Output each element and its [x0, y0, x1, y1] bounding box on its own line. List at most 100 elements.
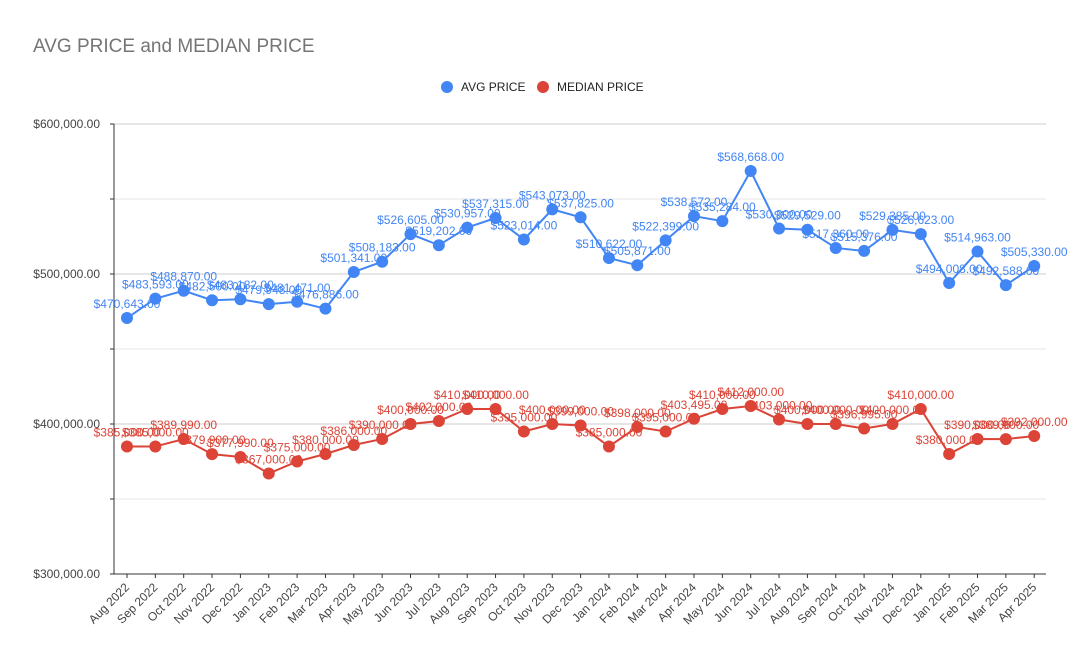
data-point-median-price[interactable] [234, 451, 247, 464]
data-point-avg-price[interactable] [461, 221, 474, 234]
data-point-avg-price[interactable] [801, 223, 814, 236]
data-point-avg-price[interactable] [376, 255, 389, 268]
data-label-median-price: $410,000.00 [434, 388, 501, 402]
data-point-avg-price[interactable] [858, 244, 871, 257]
data-point-median-price[interactable] [121, 440, 133, 453]
data-label-median-price: $399,000.00 [547, 405, 614, 419]
data-point-avg-price[interactable] [517, 233, 530, 246]
data-label-avg-price: $508,183.00 [349, 241, 416, 255]
legend-item-avg-price[interactable]: AVG PRICE [441, 80, 525, 94]
data-label-avg-price: $479,948.00 [235, 283, 302, 297]
data-point-avg-price[interactable] [716, 215, 729, 228]
data-point-avg-price[interactable] [688, 210, 700, 223]
data-label-avg-price: $482,500.00 [179, 279, 246, 293]
data-label-median-price: $385,000.00 [576, 426, 643, 440]
data-point-median-price[interactable] [1028, 430, 1041, 442]
data-point-avg-price[interactable] [999, 279, 1012, 292]
data-point-median-price[interactable] [546, 418, 559, 430]
legend-item-median-price[interactable]: MEDIAN PRICE [537, 80, 644, 94]
data-point-median-price[interactable] [291, 455, 304, 468]
data-point-avg-price[interactable] [347, 265, 360, 278]
data-point-median-price[interactable] [517, 425, 530, 438]
data-point-avg-price[interactable] [1028, 260, 1041, 273]
data-point-avg-price[interactable] [631, 259, 644, 272]
data-point-median-price[interactable] [149, 440, 162, 453]
data-label-median-price: $410,000.00 [462, 388, 529, 402]
data-label-median-price: $375,000.00 [264, 441, 331, 455]
data-point-median-price[interactable] [659, 425, 672, 438]
data-label-avg-price: $501,341.00 [320, 251, 387, 265]
data-point-median-price[interactable] [404, 418, 417, 430]
y-tick-label: $300,000.00 [33, 567, 100, 581]
data-point-median-price[interactable] [943, 448, 956, 460]
data-point-avg-price[interactable] [744, 164, 757, 177]
data-point-avg-price[interactable] [773, 222, 786, 235]
data-point-median-price[interactable] [602, 440, 615, 453]
data-point-median-price[interactable] [376, 433, 389, 445]
data-point-median-price[interactable] [858, 422, 871, 435]
data-point-median-price[interactable] [886, 418, 899, 430]
data-label-median-price: $385,000.00 [94, 426, 161, 440]
data-point-avg-price[interactable] [262, 298, 275, 311]
data-point-median-price[interactable] [801, 418, 814, 430]
data-label-median-price: $402,000.00 [405, 400, 472, 414]
data-point-avg-price[interactable] [432, 239, 445, 252]
y-tick-label: $500,000.00 [33, 267, 100, 281]
data-label-avg-price: $483,182.00 [207, 278, 274, 292]
data-point-avg-price[interactable] [546, 203, 559, 216]
data-point-avg-price[interactable] [177, 284, 190, 297]
data-point-avg-price[interactable] [886, 223, 899, 236]
data-point-avg-price[interactable] [943, 276, 956, 289]
data-point-avg-price[interactable] [914, 228, 927, 241]
data-point-avg-price[interactable] [319, 302, 332, 315]
data-point-median-price[interactable] [716, 403, 729, 415]
legend-label-median-price: MEDIAN PRICE [557, 80, 644, 94]
data-point-median-price[interactable] [177, 433, 190, 446]
data-point-median-price[interactable] [489, 403, 502, 415]
data-point-median-price[interactable] [914, 403, 927, 415]
data-label-avg-price: $481,471.00 [264, 281, 331, 295]
data-point-median-price[interactable] [688, 412, 700, 425]
legend-label-avg-price: AVG PRICE [461, 80, 525, 94]
data-point-median-price[interactable] [432, 415, 445, 427]
data-point-median-price[interactable] [744, 400, 757, 412]
data-label-median-price: $380,000.00 [916, 433, 983, 447]
data-point-median-price[interactable] [347, 439, 360, 451]
data-point-median-price[interactable] [631, 421, 644, 433]
data-label-avg-price: $483,593.00 [122, 278, 189, 292]
data-point-median-price[interactable] [773, 413, 786, 426]
data-point-median-price[interactable] [971, 433, 984, 445]
data-label-median-price: $367,000.00 [235, 453, 302, 467]
data-label-avg-price: $529,385.00 [859, 209, 926, 223]
data-point-avg-price[interactable] [602, 252, 615, 265]
data-label-avg-price: $514,963.00 [944, 231, 1011, 245]
data-point-avg-price[interactable] [291, 295, 304, 308]
data-point-median-price[interactable] [461, 403, 474, 415]
data-label-median-price: $403,000.00 [746, 399, 813, 413]
data-label-median-price: $410,000.00 [689, 388, 756, 402]
data-point-median-price[interactable] [574, 419, 587, 432]
data-point-median-price[interactable] [262, 467, 275, 480]
data-point-avg-price[interactable] [121, 312, 133, 325]
data-point-avg-price[interactable] [234, 293, 247, 306]
legend-swatch-avg-price [441, 81, 453, 93]
data-point-avg-price[interactable] [149, 292, 162, 305]
data-point-avg-price[interactable] [489, 212, 502, 225]
data-point-avg-price[interactable] [206, 294, 219, 307]
y-tick-label: $400,000.00 [33, 417, 100, 431]
data-label-avg-price: $476,886.00 [292, 288, 359, 302]
data-point-median-price[interactable] [206, 448, 219, 461]
data-point-avg-price[interactable] [659, 234, 672, 247]
data-point-avg-price[interactable] [829, 241, 842, 254]
data-point-avg-price[interactable] [404, 228, 417, 241]
data-label-median-price: $410,000.00 [887, 388, 954, 402]
series-median-price: $385,000.00$385,000.00$389,990.00$379,90… [94, 385, 1068, 480]
data-point-median-price[interactable] [829, 418, 842, 430]
data-point-avg-price[interactable] [971, 245, 984, 258]
data-label-avg-price: $505,330.00 [1001, 245, 1068, 259]
data-point-median-price[interactable] [999, 433, 1012, 446]
data-point-avg-price[interactable] [574, 211, 587, 224]
data-point-median-price[interactable] [319, 448, 332, 460]
